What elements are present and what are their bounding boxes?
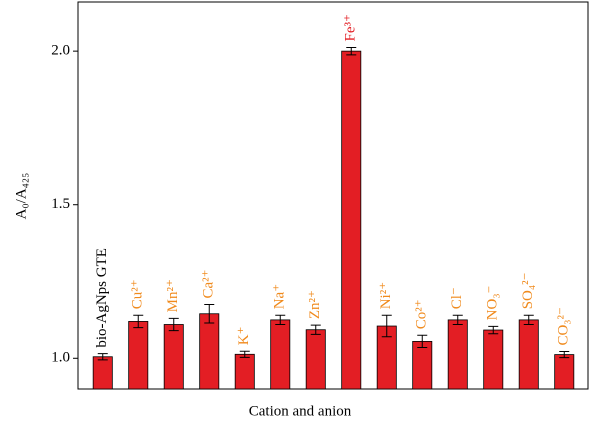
category-label: bio-AgNps GTE <box>94 248 110 348</box>
x-axis-label: Cation and anion <box>249 403 352 419</box>
bar <box>341 50 362 390</box>
bar <box>447 319 468 390</box>
category-label: Zn²⁺ <box>307 290 323 319</box>
y-tick-label: 1.0 <box>51 350 70 366</box>
error-bar <box>97 353 108 361</box>
category-label: Fe³⁺ <box>343 14 359 41</box>
bar <box>483 329 504 390</box>
bar <box>92 356 113 390</box>
error-bar <box>204 304 215 324</box>
category-label: NO₃⁻ <box>485 286 501 321</box>
category-label: CO₃²⁻ <box>556 307 572 345</box>
error-bar <box>452 314 463 325</box>
plot-frame <box>77 1 589 390</box>
bar <box>554 354 575 390</box>
error-bar <box>381 314 392 338</box>
bar <box>270 319 291 390</box>
error-bar <box>275 314 286 325</box>
category-label: K⁺ <box>236 326 252 345</box>
bar <box>305 329 326 390</box>
error-bar <box>488 325 499 335</box>
error-bar <box>239 350 250 358</box>
y-axis-label: A₀/A₄₂₅ <box>13 173 29 220</box>
bar <box>412 340 433 390</box>
error-bar <box>168 317 179 332</box>
category-label: Na⁺ <box>272 284 288 309</box>
bar <box>518 319 539 390</box>
error-bar <box>310 324 321 335</box>
bar <box>163 324 184 390</box>
y-tick-label: 1.5 <box>51 196 70 212</box>
error-bar <box>346 46 357 56</box>
category-label: Ni²⁺ <box>378 282 394 309</box>
bar <box>234 353 255 390</box>
category-label: SO₄²⁻ <box>520 272 536 309</box>
error-bar <box>417 334 428 349</box>
bar <box>128 321 149 390</box>
bar <box>199 313 220 390</box>
category-label: Ca²⁺ <box>201 269 217 298</box>
error-bar <box>133 314 144 329</box>
category-label: Cl⁻ <box>449 287 465 309</box>
category-label: Co²⁺ <box>414 299 430 329</box>
y-tick-label: 2.0 <box>51 43 70 59</box>
category-label: Mn²⁺ <box>165 279 181 312</box>
error-bar <box>523 314 534 325</box>
category-label: Cu²⁺ <box>130 279 146 309</box>
error-bar <box>559 351 570 359</box>
